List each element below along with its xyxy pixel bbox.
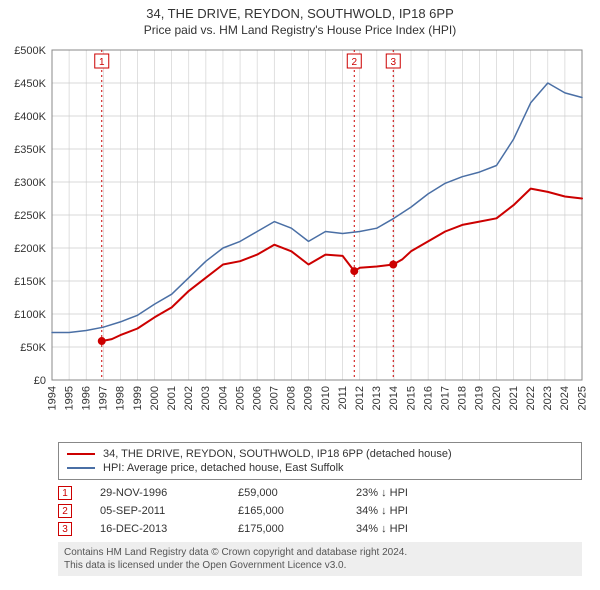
footer-line-1: Contains HM Land Registry data © Crown c…	[64, 546, 576, 559]
svg-text:2014: 2014	[388, 386, 400, 410]
footer-line-2: This data is licensed under the Open Gov…	[64, 559, 576, 572]
marker-badge-1: 1	[58, 486, 72, 500]
svg-text:2018: 2018	[457, 386, 469, 410]
svg-text:2022: 2022	[525, 386, 537, 410]
svg-text:£300K: £300K	[14, 177, 46, 189]
container: 34, THE DRIVE, REYDON, SOUTHWOLD, IP18 6…	[0, 0, 600, 576]
legend: 34, THE DRIVE, REYDON, SOUTHWOLD, IP18 6…	[58, 442, 582, 480]
svg-text:2003: 2003	[200, 386, 212, 410]
svg-text:2001: 2001	[166, 386, 178, 410]
svg-text:£250K: £250K	[14, 210, 46, 222]
svg-text:2011: 2011	[337, 386, 349, 410]
svg-text:2: 2	[351, 57, 357, 68]
svg-text:2004: 2004	[217, 386, 229, 410]
marker-date-2: 05-SEP-2011	[100, 505, 210, 517]
svg-text:2007: 2007	[269, 386, 281, 410]
marker-date-3: 16-DEC-2013	[100, 523, 210, 535]
svg-text:3: 3	[390, 57, 396, 68]
marker-row-3: 3 16-DEC-2013 £175,000 34% ↓ HPI	[58, 520, 582, 538]
marker-badge-2: 2	[58, 504, 72, 518]
marker-diff-3: 34% ↓ HPI	[356, 523, 456, 535]
marker-row-1: 1 29-NOV-1996 £59,000 23% ↓ HPI	[58, 484, 582, 502]
marker-badge-3: 3	[58, 522, 72, 536]
svg-text:2009: 2009	[303, 386, 315, 410]
svg-text:1999: 1999	[132, 386, 144, 410]
svg-text:£350K: £350K	[14, 144, 46, 156]
footer: Contains HM Land Registry data © Crown c…	[58, 542, 582, 576]
chart: £0 £50K £100K £150K £200K £250K £300K £350K £400…	[0, 40, 600, 440]
legend-label-property: 34, THE DRIVE, REYDON, SOUTHWOLD, IP18 6…	[103, 448, 452, 460]
title-block: 34, THE DRIVE, REYDON, SOUTHWOLD, IP18 6…	[0, 0, 600, 40]
svg-text:£0: £0	[34, 375, 46, 387]
svg-text:2016: 2016	[422, 386, 434, 410]
svg-text:2015: 2015	[405, 386, 417, 410]
svg-text:2013: 2013	[371, 386, 383, 410]
svg-text:2024: 2024	[559, 386, 571, 410]
marker-date-1: 29-NOV-1996	[100, 487, 210, 499]
svg-text:1: 1	[99, 57, 105, 68]
marker-diff-1: 23% ↓ HPI	[356, 487, 456, 499]
svg-text:2010: 2010	[320, 386, 332, 410]
svg-text:£500K: £500K	[14, 45, 46, 57]
svg-text:1994: 1994	[46, 386, 58, 410]
marker-row-2: 2 05-SEP-2011 £165,000 34% ↓ HPI	[58, 502, 582, 520]
svg-text:2002: 2002	[183, 386, 195, 410]
svg-text:2005: 2005	[234, 386, 246, 410]
svg-text:£200K: £200K	[14, 243, 46, 255]
svg-text:2021: 2021	[508, 386, 520, 410]
title-main: 34, THE DRIVE, REYDON, SOUTHWOLD, IP18 6…	[0, 6, 600, 23]
svg-text:2012: 2012	[354, 386, 366, 410]
svg-text:2020: 2020	[491, 386, 503, 410]
legend-row-property: 34, THE DRIVE, REYDON, SOUTHWOLD, IP18 6…	[67, 447, 573, 461]
marker-price-3: £175,000	[238, 523, 328, 535]
marker-table: 1 29-NOV-1996 £59,000 23% ↓ HPI 2 05-SEP…	[58, 484, 582, 538]
chart-svg: £0 £50K £100K £150K £200K £250K £300K £350K £400…	[0, 40, 600, 440]
svg-text:1998: 1998	[115, 386, 127, 410]
svg-text:2017: 2017	[440, 386, 452, 410]
svg-text:£100K: £100K	[14, 309, 46, 321]
legend-row-hpi: HPI: Average price, detached house, East…	[67, 461, 573, 475]
svg-text:2019: 2019	[474, 386, 486, 410]
svg-text:1995: 1995	[63, 386, 75, 410]
marker-price-2: £165,000	[238, 505, 328, 517]
svg-text:2025: 2025	[576, 386, 588, 410]
svg-text:1997: 1997	[98, 386, 110, 410]
svg-text:1996: 1996	[80, 386, 92, 410]
title-sub: Price paid vs. HM Land Registry's House …	[0, 23, 600, 39]
legend-swatch-hpi	[67, 467, 95, 469]
svg-text:£400K: £400K	[14, 111, 46, 123]
svg-text:2000: 2000	[149, 386, 161, 410]
marker-price-1: £59,000	[238, 487, 328, 499]
svg-text:£50K: £50K	[20, 342, 46, 354]
svg-text:2006: 2006	[251, 386, 263, 410]
legend-swatch-property	[67, 453, 95, 455]
svg-text:£150K: £150K	[14, 276, 46, 288]
svg-text:£450K: £450K	[14, 78, 46, 90]
svg-text:2023: 2023	[542, 386, 554, 410]
legend-label-hpi: HPI: Average price, detached house, East…	[103, 462, 344, 474]
svg-text:2008: 2008	[286, 386, 298, 410]
marker-diff-2: 34% ↓ HPI	[356, 505, 456, 517]
